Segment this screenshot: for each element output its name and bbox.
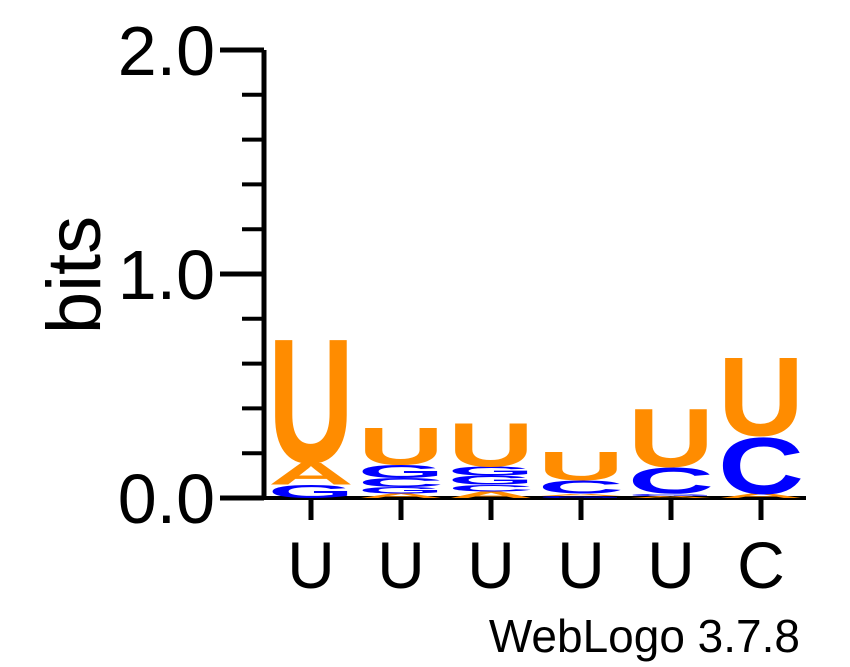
logo-letter-u: U bbox=[358, 417, 444, 476]
logo-letter-a: A bbox=[628, 495, 714, 498]
x-tick-label: C bbox=[737, 528, 785, 602]
logo-letter-u: U bbox=[718, 335, 804, 460]
logo-letter-c: C bbox=[538, 477, 624, 498]
logo-letter-a: A bbox=[448, 490, 534, 500]
logo-letter-g: G bbox=[358, 485, 444, 495]
logo-letter-c: C bbox=[448, 483, 534, 493]
logo-letter-a: A bbox=[538, 493, 624, 496]
x-tick-label: U bbox=[467, 528, 515, 602]
axes: 0.0 1.0 2.0 bbox=[118, 12, 806, 538]
y-tick-label: 1.0 bbox=[118, 236, 215, 314]
logo-letter-c: C bbox=[718, 420, 804, 511]
logo-letter-c: C bbox=[358, 475, 444, 489]
logo-letter-u: U bbox=[448, 411, 534, 480]
y-axis-label: bits bbox=[32, 216, 117, 334]
x-tick-label: U bbox=[557, 528, 605, 602]
logo-letter-u: U bbox=[538, 444, 624, 489]
x-tick-label: U bbox=[287, 528, 335, 602]
logo-letter-a: A bbox=[358, 492, 444, 499]
logo-letter-u: U bbox=[268, 302, 354, 500]
logo-letter-g: G bbox=[448, 473, 534, 487]
logo-letter-g: G bbox=[628, 493, 714, 497]
logo-letter-u: U bbox=[628, 391, 714, 485]
x-tick-label: U bbox=[377, 528, 425, 602]
y-tick-label: 0.0 bbox=[118, 460, 215, 538]
weblogo-credit: WebLogo 3.7.8 bbox=[489, 610, 800, 662]
logo-letter-c: C bbox=[628, 460, 714, 502]
logo-letter-a: A bbox=[268, 457, 354, 492]
y-tick-label: 2.0 bbox=[118, 12, 215, 90]
x-tick-label: U bbox=[647, 528, 695, 602]
logo-letter-g: G bbox=[268, 481, 354, 502]
logo-letter-a: A bbox=[718, 492, 804, 499]
logo-letter-g: G bbox=[358, 461, 444, 482]
logo-letter-g: G bbox=[448, 464, 534, 478]
logo-letter-g: G bbox=[538, 495, 624, 499]
